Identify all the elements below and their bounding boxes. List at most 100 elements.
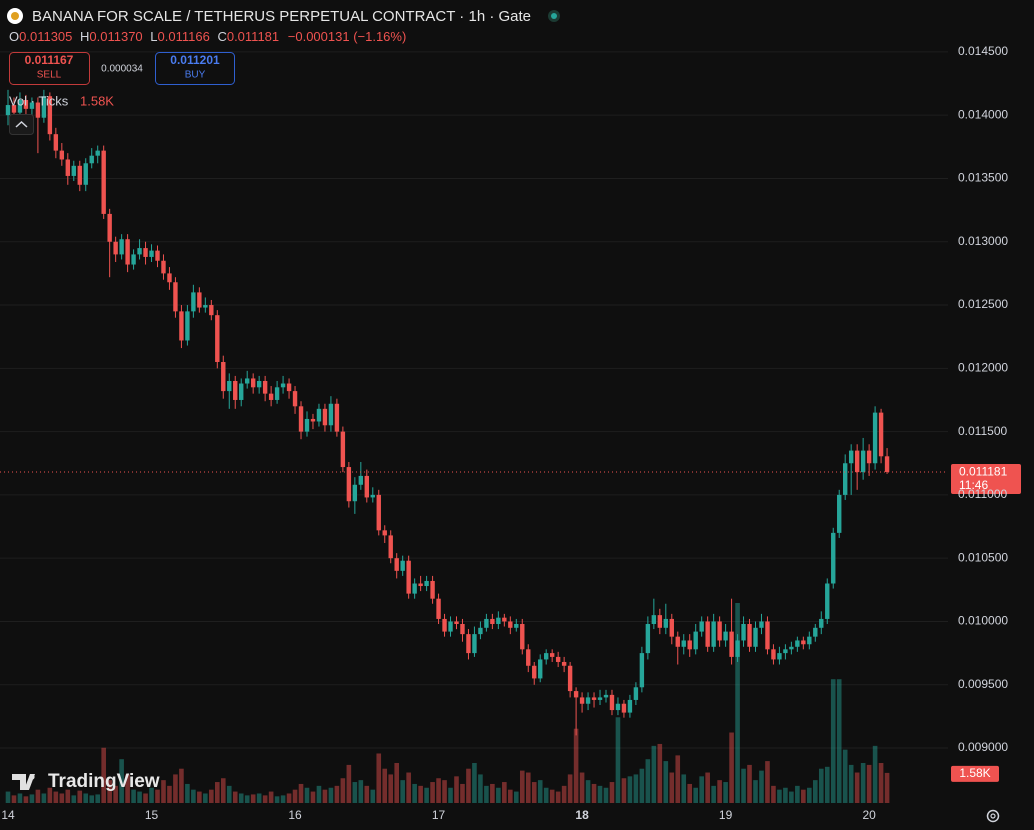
candle-body: [304, 418, 310, 432]
candle-body: [669, 618, 674, 637]
volume-bar: [406, 772, 411, 803]
settings-icon[interactable]: [986, 809, 1000, 823]
volume-bar: [657, 743, 663, 803]
candle-body: [639, 653, 645, 688]
buy-button[interactable]: 0.011201 BUY: [155, 52, 235, 85]
y-tick-label: 0.012000: [958, 360, 1008, 374]
volume-bar: [119, 759, 124, 803]
candle-body: [358, 475, 364, 485]
volume-bar: [226, 785, 232, 803]
settings-button[interactable]: [986, 809, 1000, 823]
volume-bar: [555, 791, 561, 803]
volume-bar: [220, 778, 226, 803]
volume-bar: [292, 789, 298, 803]
candle-body: [735, 640, 740, 657]
volume-bar: [639, 768, 645, 803]
volume-bar: [717, 780, 722, 803]
candle-body: [579, 697, 585, 704]
volume-bar: [561, 785, 567, 803]
settings-icon-center: [990, 813, 996, 819]
candle-body: [621, 703, 627, 713]
candle-body: [53, 134, 59, 151]
x-tick-label: 16: [288, 808, 302, 822]
candle-body: [406, 560, 411, 594]
volume-bar: [693, 787, 698, 803]
collapse-box[interactable]: [9, 114, 34, 135]
y-tick-label: 0.011000: [958, 487, 1007, 501]
candle-body: [239, 383, 244, 400]
candle-body: [561, 661, 567, 666]
candle-body: [227, 380, 232, 392]
candle-body: [597, 697, 603, 700]
candle-body: [741, 624, 746, 641]
x-tick-label: 18: [575, 808, 589, 822]
volume-bar: [585, 780, 591, 803]
buy-box[interactable]: [155, 52, 235, 85]
candle-body: [783, 649, 788, 654]
candle-body: [29, 102, 35, 109]
volume-bar: [466, 768, 471, 803]
volume-bar: [687, 783, 693, 803]
candle-body: [412, 583, 417, 594]
candle-body: [394, 558, 399, 571]
candle-body: [825, 583, 830, 619]
candle-body: [17, 99, 23, 113]
candle-body: [508, 621, 513, 628]
candle-body: [657, 615, 663, 628]
sell-box[interactable]: [9, 52, 90, 85]
candle-body: [388, 535, 393, 559]
volume-bar: [824, 766, 830, 803]
symbol-title: BANANA FOR SCALE / TETHERUS PERPETUAL CO…: [32, 8, 531, 25]
candle-body: [352, 484, 358, 502]
volume-bar: [262, 795, 268, 803]
candle-body: [615, 703, 621, 711]
volume-bar: [525, 772, 531, 803]
collapse-button[interactable]: [9, 114, 34, 135]
volume-bar: [681, 774, 687, 803]
volume-bar: [89, 795, 95, 803]
candle-body: [789, 646, 794, 650]
candle-body: [675, 636, 680, 647]
volume-bar: [663, 761, 669, 803]
y-tick-label: 0.014500: [958, 44, 1008, 58]
volume-bar: [155, 789, 160, 803]
volume-bar: [615, 717, 621, 803]
buy-label: BUY: [185, 70, 206, 81]
volume-bar: [448, 787, 453, 803]
candle-body: [310, 418, 316, 422]
high-value: 0.011370: [89, 29, 142, 44]
low-key: L: [150, 29, 157, 44]
sell-button[interactable]: 0.011167 SELL: [9, 52, 90, 85]
candle-body: [585, 697, 591, 704]
grid: [0, 51, 948, 749]
candle-body: [340, 431, 346, 468]
candle-body: [191, 292, 196, 312]
volume-bar: [579, 772, 585, 803]
volume-bar: [842, 749, 848, 803]
volume-bar: [316, 785, 322, 803]
candle-body: [424, 580, 429, 587]
volume-bar: [244, 795, 250, 803]
volume-value-label: 1.58K: [959, 766, 990, 780]
candle-body: [645, 624, 651, 654]
volume-bar: [77, 790, 83, 803]
x-tick-label: 14: [1, 808, 15, 822]
candle-body: [609, 694, 615, 711]
volume-bar: [328, 787, 334, 803]
high-key: H: [80, 29, 89, 44]
volume-bar: [5, 791, 11, 803]
candle-body: [633, 687, 639, 700]
candle-body: [693, 631, 698, 650]
volume-bar: [783, 787, 788, 803]
candle-body: [436, 598, 441, 619]
candle-body: [753, 627, 758, 647]
volume-bar: [669, 772, 675, 803]
volume-bar: [41, 793, 47, 803]
volume-bar: [185, 783, 190, 803]
candle-body: [711, 621, 716, 647]
candle-body: [119, 239, 124, 255]
candle-body: [400, 560, 405, 571]
volume-bar: [376, 753, 382, 803]
